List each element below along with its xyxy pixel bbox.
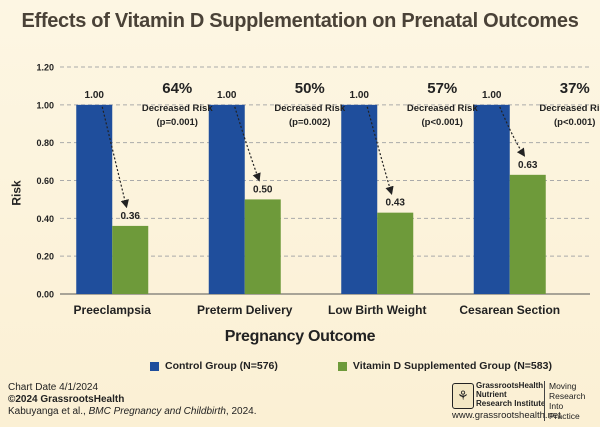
bar-vitamin-d <box>244 199 281 294</box>
legend: Control Group (N=576) Vitamin D Suppleme… <box>150 360 552 372</box>
y-tick-label: 0.20 <box>36 252 54 262</box>
logo-tag-line1: Moving <box>549 381 577 391</box>
data-label: 0.50 <box>253 184 273 195</box>
legend-swatch-vitamin-d <box>337 361 347 371</box>
website-link[interactable]: www.grassrootshealth.net <box>452 410 561 421</box>
y-tick-label: 1.20 <box>36 63 54 73</box>
y-tick-label: 0.00 <box>36 290 54 300</box>
annotation-pvalue: (p=0.001) <box>157 117 198 128</box>
annotation-pvalue: (p<0.001) <box>554 117 595 128</box>
category-label: Low Birth Weight <box>328 303 426 317</box>
annotation-percent: 50% <box>295 80 325 97</box>
data-label: 0.43 <box>386 198 406 209</box>
legend-label-vitamin-d: Vitamin D Supplemented Group (N=583) <box>352 360 552 372</box>
annotation-text: Decreased Risk <box>142 103 213 114</box>
category-label: Preeclampsia <box>74 303 152 317</box>
annotation-text: Decreased Risk <box>407 103 478 114</box>
category-label: Preterm Delivery <box>197 303 293 317</box>
y-tick-label: 0.60 <box>36 176 54 186</box>
citation-year: , 2024. <box>225 406 257 417</box>
bar-control <box>76 104 113 294</box>
annotation-pvalue: (p=0.002) <box>289 117 330 128</box>
legend-swatch-control <box>150 361 159 371</box>
x-axis-label: Pregnancy Outcome <box>224 328 376 345</box>
data-label: 0.36 <box>121 211 141 222</box>
footer: Chart Date 4/1/2024 ©2024 GrassrootsHeal… <box>8 382 257 418</box>
data-label: 1.00 <box>350 90 370 101</box>
legend-item-vitamin-d: Vitamin D Supplemented Group (N=583) <box>337 360 552 372</box>
chart-date: Chart Date 4/1/2024 <box>8 382 99 393</box>
logo[interactable]: ⚘ GrassrootsHealth Nutrient Research Ins… <box>452 381 592 421</box>
legend-item-control: Control Group (N=576) <box>150 360 278 372</box>
annotation-percent: 37% <box>560 80 590 97</box>
annotation-percent: 64% <box>162 80 192 97</box>
logo-tagline: Moving Research Into Practice <box>544 381 592 421</box>
bar-vitamin-d <box>377 212 414 294</box>
annotation-percent: 57% <box>427 80 457 97</box>
y-tick-label: 0.80 <box>36 138 54 148</box>
bar-control <box>341 104 378 294</box>
annotation-arrow <box>234 106 261 182</box>
chart-title: Effects of Vitamin D Supplementation on … <box>21 10 579 32</box>
data-label: 1.00 <box>482 90 502 101</box>
annotation-text: Decreased Risk <box>539 103 600 114</box>
copyright: ©2024 GrassrootsHealth <box>8 394 125 405</box>
legend-label-control: Control Group (N=576) <box>165 360 278 372</box>
citation-authors: Kabuyanga et al., <box>8 406 89 417</box>
logo-mark-icon: ⚘ <box>452 383 474 409</box>
bar-vitamin-d <box>112 225 149 294</box>
citation-journal: BMC Pregnancy and Childbirth <box>88 406 226 417</box>
data-label: 1.00 <box>217 90 237 101</box>
logo-tag-line3: Into Practice <box>549 401 580 421</box>
annotation-text: Decreased Risk <box>274 103 345 114</box>
data-label: 0.63 <box>518 160 538 171</box>
logo-name-line3: Research Institute <box>476 399 546 408</box>
annotation-arrow <box>366 106 394 195</box>
category-label: Cesarean Section <box>459 303 560 317</box>
logo-name-line2: Nutrient <box>476 390 507 399</box>
annotation-arrow <box>101 106 129 209</box>
y-tick-label: 0.40 <box>36 214 54 224</box>
citation: Kabuyanga et al., BMC Pregnancy and Chil… <box>8 406 257 418</box>
bar-control <box>208 104 245 294</box>
logo-name: GrassrootsHealth Nutrient Research Insti… <box>476 381 545 408</box>
annotation-pvalue: (p<0.001) <box>422 117 463 128</box>
annotation-arrow <box>499 106 526 157</box>
logo-tag-line2: Research <box>549 391 586 401</box>
y-tick-label: 1.00 <box>36 100 54 110</box>
data-label: 1.00 <box>85 90 105 101</box>
bar-vitamin-d <box>509 174 546 294</box>
logo-name-line1: GrassrootsHealth <box>476 381 544 390</box>
bar-control <box>473 104 510 294</box>
